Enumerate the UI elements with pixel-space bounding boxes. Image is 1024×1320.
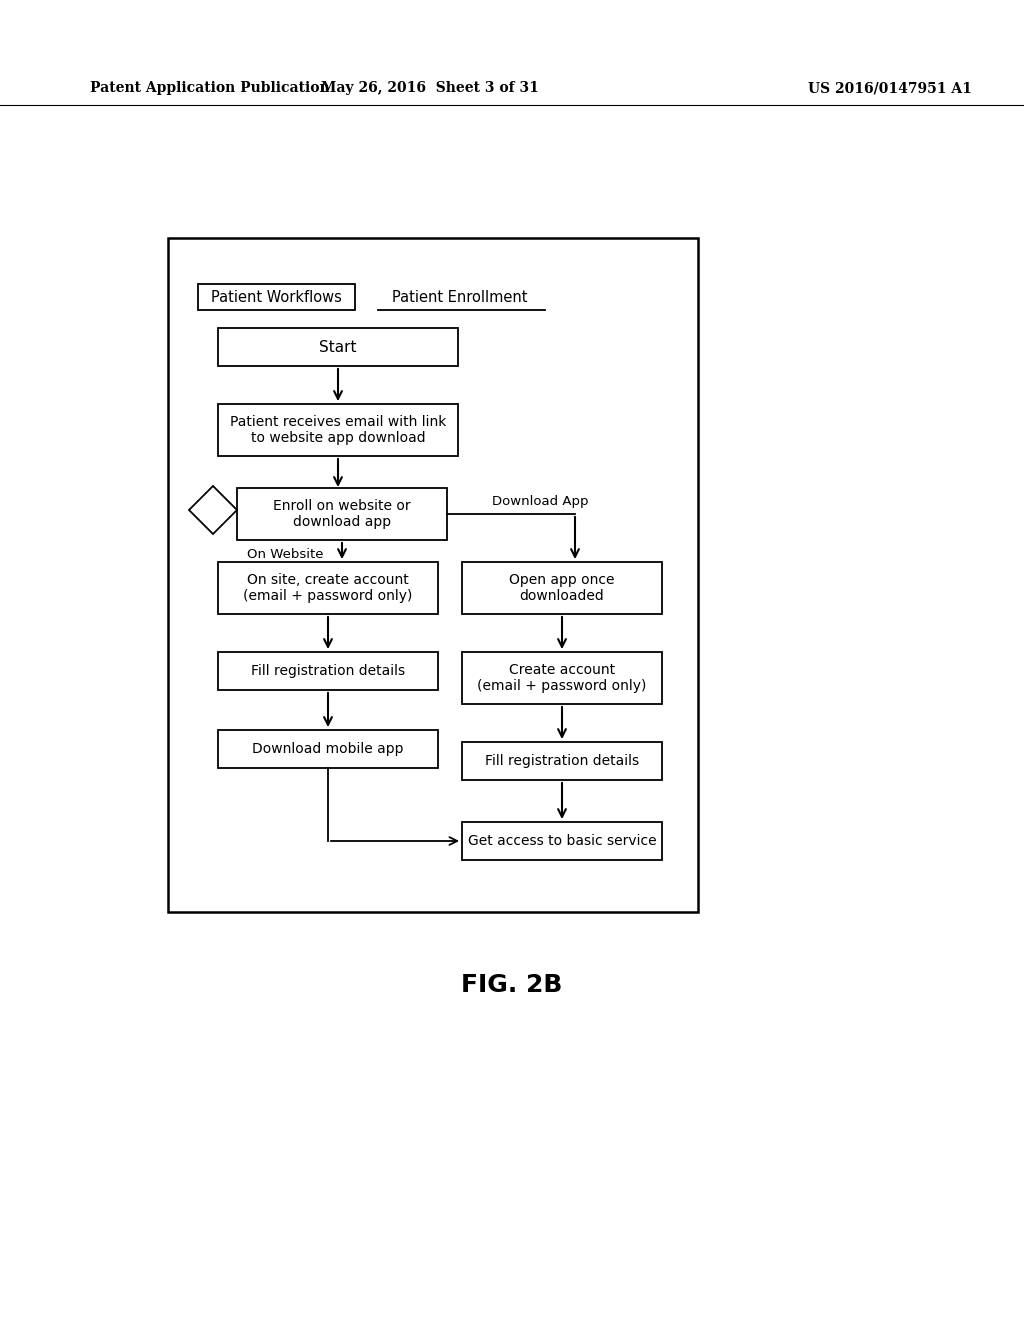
Bar	[168, 238, 698, 912]
Text: Start: Start	[319, 339, 356, 355]
Text: Fill registration details: Fill registration details	[251, 664, 406, 678]
Text: Enroll on website or
download app: Enroll on website or download app	[273, 499, 411, 529]
Text: On Website: On Website	[247, 548, 324, 561]
Text: FIG. 2B: FIG. 2B	[462, 973, 562, 997]
Bar	[218, 730, 438, 768]
Text: Download mobile app: Download mobile app	[252, 742, 403, 756]
Bar	[218, 327, 458, 366]
Bar	[237, 488, 447, 540]
Bar	[218, 562, 438, 614]
Text: Patient receives email with link
to website app download: Patient receives email with link to webs…	[229, 414, 446, 445]
Text: Patient Workflows: Patient Workflows	[211, 289, 342, 305]
Text: Get access to basic service: Get access to basic service	[468, 834, 656, 847]
Text: Download App: Download App	[492, 495, 589, 507]
Text: Patient Enrollment: Patient Enrollment	[392, 289, 527, 305]
Text: US 2016/0147951 A1: US 2016/0147951 A1	[808, 81, 972, 95]
Text: On site, create account
(email + password only): On site, create account (email + passwor…	[244, 573, 413, 603]
Bar	[462, 822, 662, 861]
Text: Fill registration details: Fill registration details	[485, 754, 639, 768]
Text: Create account
(email + password only): Create account (email + password only)	[477, 663, 647, 693]
Bar	[218, 404, 458, 455]
Text: May 26, 2016  Sheet 3 of 31: May 26, 2016 Sheet 3 of 31	[322, 81, 539, 95]
Bar	[462, 652, 662, 704]
Bar	[462, 742, 662, 780]
Bar	[218, 652, 438, 690]
Bar	[198, 284, 355, 310]
Text: Open app once
downloaded: Open app once downloaded	[509, 573, 614, 603]
Polygon shape	[189, 486, 237, 535]
Text: Patent Application Publication: Patent Application Publication	[90, 81, 330, 95]
Bar	[462, 562, 662, 614]
